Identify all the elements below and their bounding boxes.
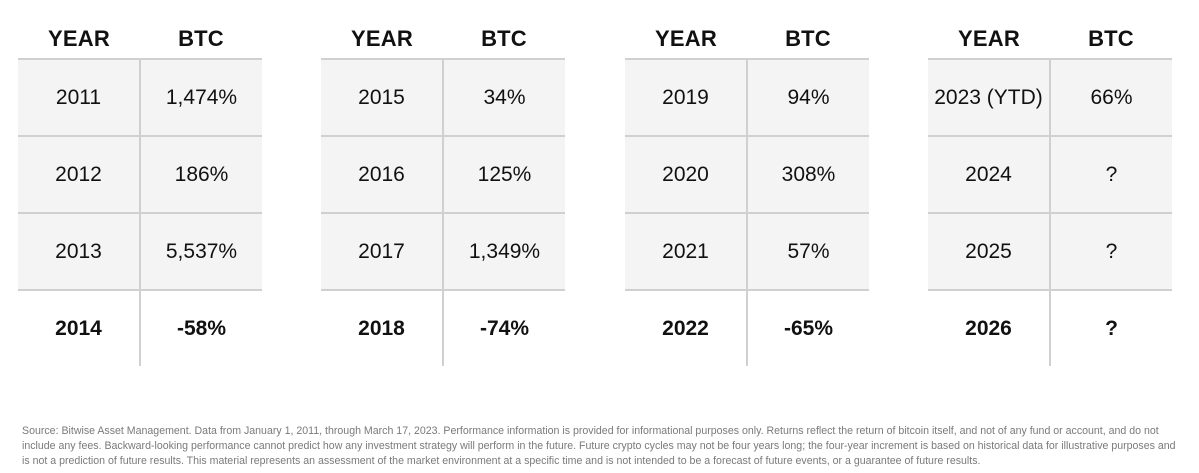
table-row: 2019 94% [625, 58, 869, 135]
year-cell: 2017 [321, 214, 444, 289]
table-header: YEAR BTC [321, 20, 565, 58]
year-cell: 2024 [928, 137, 1051, 212]
table-header: YEAR BTC [18, 20, 262, 58]
table-row: 2013 5,537% [18, 212, 262, 289]
btc-return-cell: 94% [787, 85, 830, 109]
btc-return-cell: ? [1105, 316, 1118, 340]
btc-return-cell: ? [1105, 162, 1118, 186]
cycle-table-3: YEAR BTC 2019 94% 2020 308% 2021 57% 202… [625, 20, 869, 366]
table-row: 2012 186% [18, 135, 262, 212]
btc-return-cell: 125% [477, 162, 532, 186]
table-header: YEAR BTC [625, 20, 869, 58]
btc-return-cell: 5,537% [165, 239, 238, 263]
table-row: 2011 1,474% [18, 58, 262, 135]
table-row: 2015 34% [321, 58, 565, 135]
btc-column-header: BTC [785, 26, 831, 51]
year-cell: 2023 (YTD) [928, 60, 1051, 135]
table-row-highlight: 2022 -65% [625, 289, 869, 366]
btc-return-cell: -74% [479, 316, 530, 340]
btc-column-header: BTC [178, 26, 224, 51]
year-cell: 2026 [928, 291, 1051, 366]
btc-return-cell: 57% [787, 239, 830, 263]
year-cell: 2011 [18, 60, 141, 135]
table-row: 2016 125% [321, 135, 565, 212]
year-cell: 2015 [321, 60, 444, 135]
btc-return-cell: -65% [783, 316, 834, 340]
table-row: 2017 1,349% [321, 212, 565, 289]
year-cell: 2022 [625, 291, 748, 366]
table-row-highlight: 2018 -74% [321, 289, 565, 366]
cycle-table-1: YEAR BTC 2011 1,474% 2012 186% 2013 5,53… [18, 20, 262, 366]
year-cell: 2025 [928, 214, 1051, 289]
table-row-highlight: 2026 ? [928, 289, 1172, 366]
btc-return-cell: ? [1105, 239, 1118, 263]
btc-return-cell: 1,474% [165, 85, 238, 109]
table-row: 2021 57% [625, 212, 869, 289]
year-cell: 2018 [321, 291, 444, 366]
source-footnote: Source: Bitwise Asset Management. Data f… [22, 425, 1176, 467]
year-column-header: YEAR [655, 26, 717, 51]
cycle-table-2: YEAR BTC 2015 34% 2016 125% 2017 1,349% … [321, 20, 565, 366]
cycle-tables: YEAR BTC 2011 1,474% 2012 186% 2013 5,53… [18, 26, 1172, 366]
table-row: 2020 308% [625, 135, 869, 212]
year-column-header: YEAR [48, 26, 110, 51]
year-column-header: YEAR [351, 26, 413, 51]
year-cell: 2019 [625, 60, 748, 135]
btc-column-header: BTC [1088, 26, 1134, 51]
year-cell: 2021 [625, 214, 748, 289]
btc-return-cell: 66% [1090, 85, 1133, 109]
btc-return-cell: 34% [483, 85, 526, 109]
year-cell: 2012 [18, 137, 141, 212]
year-cell: 2016 [321, 137, 444, 212]
table-row: 2025 ? [928, 212, 1172, 289]
btc-return-cell: 1,349% [468, 239, 541, 263]
btc-return-cell: 308% [781, 162, 836, 186]
table-row: 2024 ? [928, 135, 1172, 212]
table-row-highlight: 2014 -58% [18, 289, 262, 366]
btc-column-header: BTC [481, 26, 527, 51]
year-cell: 2014 [18, 291, 141, 366]
year-cell: 2020 [625, 137, 748, 212]
table-header: YEAR BTC [928, 20, 1172, 58]
year-cell: 2013 [18, 214, 141, 289]
btc-return-cell: -58% [176, 316, 227, 340]
cycle-table-4: YEAR BTC 2023 (YTD) 66% 2024 ? 2025 ? 20… [928, 20, 1172, 366]
btc-return-cell: 186% [174, 162, 229, 186]
year-column-header: YEAR [958, 26, 1020, 51]
table-row: 2023 (YTD) 66% [928, 58, 1172, 135]
